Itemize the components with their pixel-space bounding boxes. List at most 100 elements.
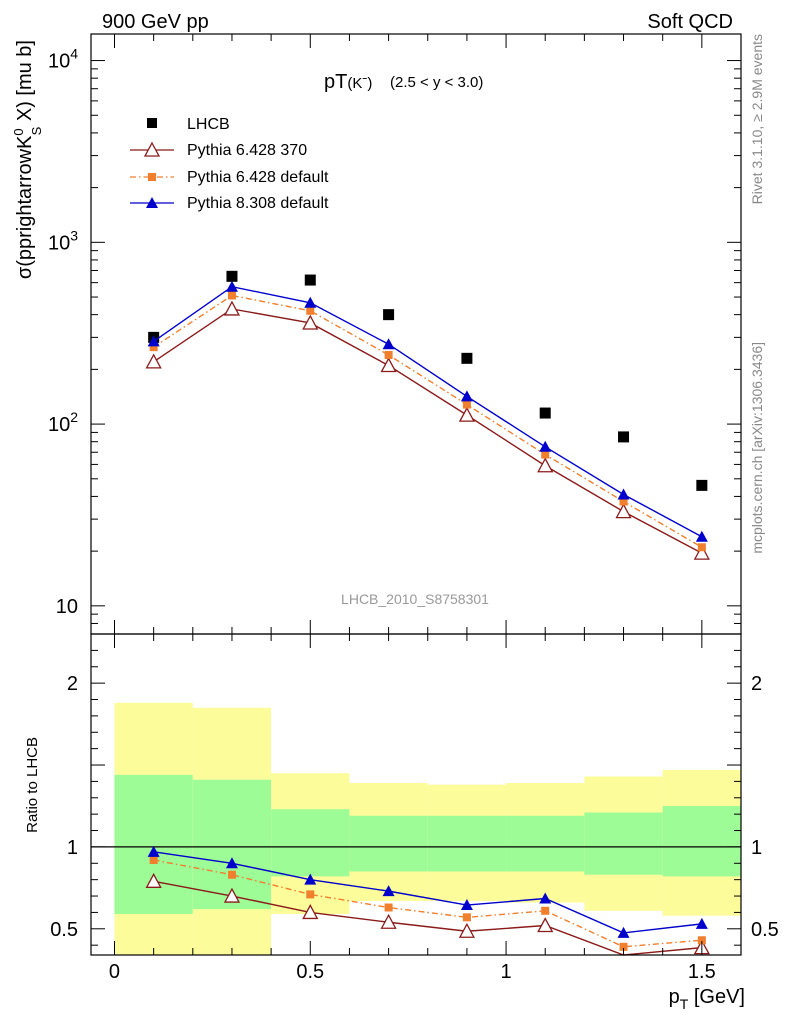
ratio-inner-band	[584, 812, 663, 875]
ratio-series-point-0-5	[537, 917, 554, 933]
ratio-series-point-2-6	[617, 926, 630, 938]
main-series-point-0-2	[304, 274, 316, 286]
main-series-point-2-0	[149, 343, 158, 352]
ratio-inner-band	[192, 779, 272, 910]
x-label-sub: T	[680, 996, 689, 1012]
ratio-y-tick-label-left: 0.5	[50, 919, 78, 941]
main-y-tick-exp: 4	[70, 46, 78, 62]
main-series-point-3-6	[617, 488, 630, 500]
ratio-panel: 0 0.5 1 1.5 0.5 0.5 1 1 2 2 Ratio to LHCB pT [GeV…	[24, 34, 779, 1012]
main-series-point-1-0	[145, 353, 162, 369]
main-series-point-2-5	[541, 450, 550, 459]
main-series-point-2-2	[306, 306, 315, 315]
source-label: mcplots.cern.ch [arXiv:1306.3436]	[749, 342, 765, 554]
ratio-series-point-1-5	[541, 906, 550, 915]
ratio-y-tick-label-right: 0.5	[751, 919, 779, 941]
plot-title-main: pT	[324, 71, 347, 93]
main-y-tick-base: 10	[48, 232, 70, 254]
ratio-inner-band	[349, 815, 428, 872]
ratio-series-point-1-4	[462, 913, 471, 922]
legend-marker-pythia8	[146, 197, 158, 208]
main-y-tick-label: 10	[56, 596, 78, 618]
ratio-x-axis-label: pT [GeV]	[669, 986, 745, 1012]
plot-title: pT(Kˉ)	[324, 71, 372, 93]
legend-marker-pythia6-default	[148, 173, 156, 181]
ratio-series-point-2-0	[147, 845, 160, 857]
main-series-point-3-4	[460, 390, 473, 402]
main-y-tick-exp: 3	[70, 227, 78, 243]
ratio-inner-band	[114, 774, 193, 915]
main-y-tick-exp: 2	[70, 409, 78, 425]
ratio-series-line-0	[153, 880, 702, 956]
ratio-series-point-0-3	[380, 913, 397, 929]
x-label-tail: [GeV]	[688, 986, 745, 1008]
main-series-point-2-6	[619, 497, 628, 506]
main-series-point-2-4	[462, 400, 471, 409]
header-right: Soft QCD	[647, 11, 733, 33]
ratio-inner-band	[271, 809, 350, 877]
ratio-series-point-0-4	[458, 922, 475, 938]
main-series-point-1-7	[693, 544, 710, 560]
main-series-point-3-5	[539, 440, 552, 452]
ratio-series-point-0-1	[223, 887, 241, 903]
main-series-point-1-5	[537, 457, 554, 473]
ratio-series-point-2-7	[695, 917, 708, 929]
main-series-point-3-3	[382, 338, 395, 350]
ratio-series-point-2-1	[225, 857, 238, 869]
plot-subtitle: (2.5 < y < 3.0)	[390, 74, 483, 91]
main-y-label-sub: S	[29, 126, 44, 135]
x-label-main: p	[669, 986, 680, 1008]
ratio-series-point-2-2	[304, 873, 317, 885]
ratio-series-point-0-0	[145, 872, 162, 888]
main-series-point-3-0	[147, 335, 160, 347]
ratio-inner-band	[662, 805, 741, 877]
main-y-label-main: σ(pprightarrowK	[14, 135, 36, 279]
main-series-point-0-3	[383, 309, 395, 321]
ratio-y-tick-label-right: 1	[751, 837, 762, 859]
main-y-tick-label: 102	[48, 409, 78, 436]
ratio-series-line-1	[153, 859, 702, 948]
ratio-inner-band	[506, 815, 585, 872]
ratio-y-axis-label: Ratio to LHCB	[24, 737, 41, 833]
legend-label-lhcb: LHCB	[187, 116, 230, 133]
x-tick-label: 0	[109, 961, 120, 983]
ratio-y-tick-label-right: 2	[751, 673, 762, 695]
ratio-series-point-1-1	[227, 870, 236, 879]
legend: LHCB Pythia 6.428 370 Pythia 6.428 defau…	[130, 116, 329, 212]
main-y-tick-label: 103	[48, 227, 78, 254]
main-series-point-2-3	[384, 350, 393, 359]
main-y-tick-label: 104	[48, 46, 78, 73]
x-tick-label: 1.5	[688, 961, 716, 983]
main-series-point-0-5	[539, 407, 551, 419]
main-y-tick-base: 10	[48, 414, 70, 436]
main-series-point-3-7	[695, 530, 708, 542]
main-series-point-1-3	[380, 357, 397, 373]
plot-title-particle: (Kˉ)	[347, 75, 372, 92]
legend-label-pythia6-370: Pythia 6.428 370	[187, 142, 307, 159]
x-tick-label: 0.5	[296, 961, 324, 983]
analysis-watermark: LHCB_2010_S8758301	[341, 591, 489, 607]
main-series-point-3-1	[225, 280, 238, 292]
main-series-point-1-1	[223, 300, 241, 316]
ratio-series-point-2-5	[539, 892, 552, 904]
main-series-point-1-2	[302, 314, 319, 330]
legend-label-pythia8: Pythia 8.308 default	[187, 195, 329, 212]
header-left: 900 GeV pp	[102, 11, 209, 33]
main-series-point-1-4	[458, 406, 475, 422]
rivet-label: Rivet 3.1.10, ≥ 2.9M events	[749, 34, 765, 204]
ratio-series-point-2-4	[460, 899, 473, 911]
main-y-axis-label: σ(pprightarrowK0 S X) [mu b]	[11, 40, 44, 279]
ratio-inner-band	[427, 815, 507, 872]
main-y-label-tail: X) [mu b]	[14, 40, 36, 127]
main-series-point-0-4	[461, 352, 473, 364]
ratio-series-point-0-2	[302, 904, 319, 920]
main-series-point-3-2	[304, 296, 317, 308]
ratio-series-point-2-3	[382, 885, 395, 897]
ratio-series-line-2	[153, 851, 702, 934]
ratio-series-point-1-6	[619, 942, 628, 951]
main-y-label-sup: 0	[11, 128, 26, 135]
x-tick-label: 1	[500, 961, 511, 983]
legend-label-pythia6-default: Pythia 6.428 default	[187, 169, 329, 186]
ratio-series-point-1-7	[697, 936, 706, 945]
